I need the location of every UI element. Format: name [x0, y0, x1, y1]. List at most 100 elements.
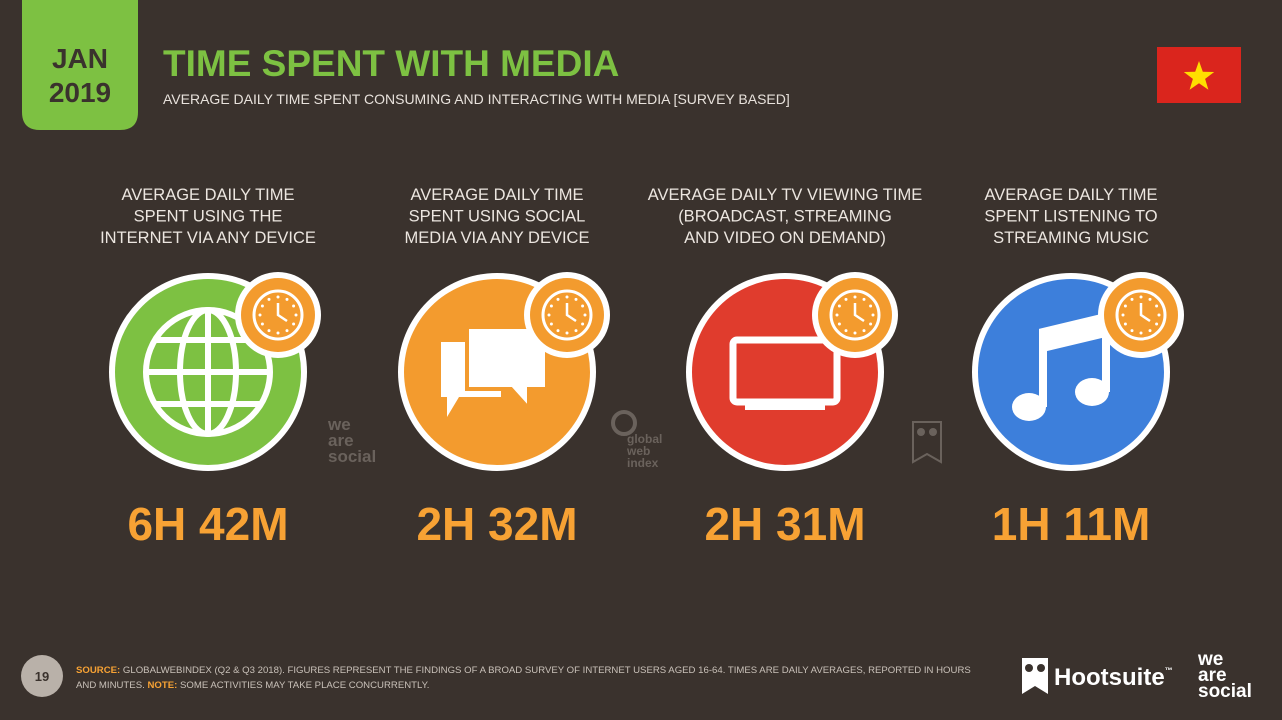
stat-label: AVERAGE DAILY TIME — [121, 186, 294, 204]
stat-label: (BROADCAST, STREAMING — [678, 208, 892, 226]
clock-dot — [837, 304, 841, 308]
page-number-badge — [21, 655, 63, 697]
clock-dot — [258, 313, 262, 317]
badge-year: 2019 — [49, 77, 111, 108]
flag-star — [1183, 61, 1215, 90]
clock-ring — [541, 289, 593, 341]
clock-dot — [862, 297, 866, 301]
watermark-gwi: global web index — [611, 410, 662, 470]
music-head — [1012, 393, 1046, 421]
stat-label: AVERAGE DAILY TV VIEWING TIME — [648, 186, 922, 204]
clock-dot — [276, 331, 280, 335]
partner-line: are — [1198, 665, 1227, 686]
watermark-line: social — [328, 447, 376, 466]
clock-hands — [276, 303, 288, 323]
title: TIME SPENT WITH MEDIA — [163, 43, 619, 84]
clock-dot — [835, 313, 839, 317]
clock-dot — [871, 313, 875, 317]
partner-line: we — [1197, 649, 1223, 670]
clock-dot — [1130, 329, 1134, 333]
stat-value: 2H 31M — [704, 498, 865, 550]
clock-dot — [292, 322, 296, 326]
watermark-line: global — [627, 432, 662, 446]
clock-dot — [267, 297, 271, 301]
stat-label: AVERAGE DAILY TIME — [984, 186, 1157, 204]
stat-label: SPENT USING SOCIAL — [409, 208, 586, 226]
stat-card: AVERAGE DAILY TV VIEWING TIME (BROADCAST,… — [648, 186, 922, 550]
clock-hands — [853, 303, 865, 323]
clock-ring — [829, 289, 881, 341]
partner-logo: we are social — [1197, 649, 1252, 702]
clock-dot — [1157, 313, 1161, 317]
partner-line: social — [1198, 681, 1252, 702]
clock-dot — [260, 304, 264, 308]
watermark-line: index — [627, 456, 659, 470]
clock-dot — [285, 297, 289, 301]
owl-eye — [917, 428, 925, 436]
watermark-line: web — [626, 444, 650, 458]
note-text: SOME ACTIVITIES MAY TAKE PLACE CONCURREN… — [180, 680, 430, 691]
music-beam — [1043, 317, 1106, 352]
stat-label: SPENT LISTENING TO — [984, 208, 1157, 226]
clock-dot — [1155, 304, 1159, 308]
clock-dot — [837, 322, 841, 326]
clock-dot — [565, 331, 569, 335]
clock-dot — [556, 329, 560, 333]
stat-value: 1H 11M — [992, 498, 1151, 550]
page-number: 19 — [35, 669, 49, 684]
clock-dot — [1139, 331, 1143, 335]
owl-eye — [929, 428, 937, 436]
hootsuite-brand: Hootsuite™ — [1054, 664, 1173, 691]
clock-dot — [844, 329, 848, 333]
clock-dot — [1139, 295, 1143, 299]
stat-card: AVERAGE DAILY TIME SPENT USING THE INTERNE… — [100, 186, 321, 550]
stat-card: AVERAGE DAILY TIME SPENT LISTENING TO STRE… — [972, 186, 1184, 550]
watermark-line: are — [328, 431, 354, 450]
source-label: SOURCE: — [76, 665, 120, 676]
source-line-2: AND MINUTES. NOTE: SOME ACTIVITIES MAY T… — [76, 680, 429, 691]
stat-label: AND VIDEO ON DEMAND) — [684, 229, 886, 247]
clock-dot — [869, 304, 873, 308]
gwi-logo — [611, 410, 637, 436]
stat-value: 6H 42M — [127, 498, 288, 550]
note-label: NOTE: — [147, 680, 177, 691]
stat-label: MEDIA VIA ANY DEVICE — [405, 229, 590, 247]
clock-dot — [276, 295, 280, 299]
owl-eye — [1037, 664, 1045, 672]
badge-month: JAN — [52, 43, 108, 74]
clock-dot — [853, 331, 857, 335]
clock-dot — [1123, 322, 1127, 326]
clock-dot — [844, 297, 848, 301]
watermark-we-are-social: we are social — [327, 415, 376, 466]
clock-dot — [294, 313, 298, 317]
clock-dot — [853, 295, 857, 299]
clock-dot — [547, 313, 551, 317]
stat-label: STREAMING MUSIC — [993, 229, 1149, 247]
clock-dot — [549, 304, 553, 308]
stat-label: INTERNET VIA ANY DEVICE — [100, 229, 316, 247]
clock-dot — [869, 322, 873, 326]
clock-dot — [556, 297, 560, 301]
clock-dot — [1123, 304, 1127, 308]
clock-dot — [1148, 329, 1152, 333]
stat-label: AVERAGE DAILY TIME — [410, 186, 583, 204]
watermark-line: we — [327, 415, 351, 434]
date-badge — [22, 0, 138, 130]
stats: AVERAGE DAILY TIME SPENT USING THE INTERNE… — [100, 186, 1184, 550]
stat-label: SPENT USING THE — [134, 208, 283, 226]
clock-dot — [1155, 322, 1159, 326]
clock-dot — [549, 322, 553, 326]
source-line: SOURCE: GLOBALWEBINDEX (Q2 & Q3 2018). F… — [76, 665, 971, 676]
music-head — [1075, 378, 1109, 406]
clock-dot — [862, 329, 866, 333]
brand-mark: ™ — [1165, 666, 1173, 675]
stat-card: AVERAGE DAILY TIME SPENT USING SOCIAL MEDI… — [398, 186, 610, 550]
clock-dot — [565, 295, 569, 299]
clock-dot — [574, 329, 578, 333]
clock-dot — [1130, 297, 1134, 301]
source-text-2: AND MINUTES. — [76, 680, 145, 691]
brand-name: Hootsuite — [1054, 664, 1165, 691]
clock-dot — [260, 322, 264, 326]
clock-ring — [1115, 289, 1167, 341]
